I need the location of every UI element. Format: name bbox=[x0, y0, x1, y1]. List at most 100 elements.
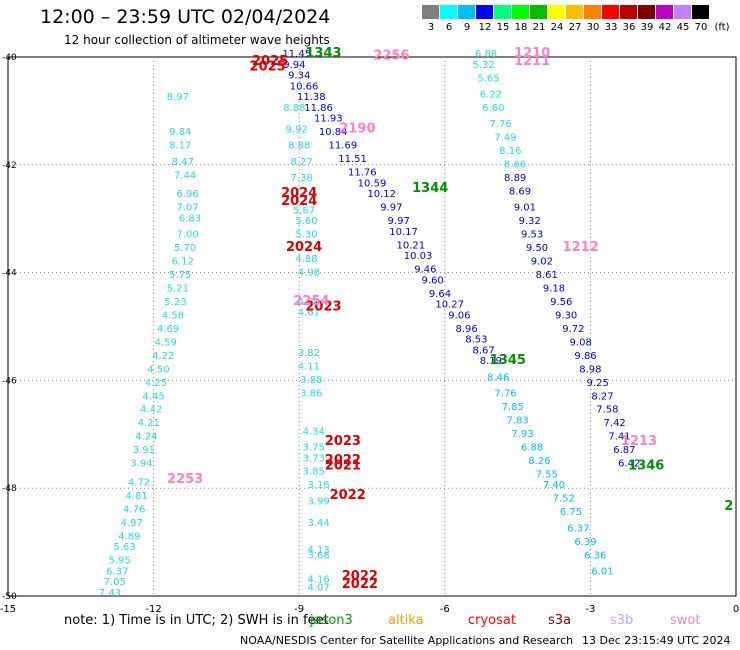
wave-height-point: 9.08 bbox=[570, 337, 592, 348]
wave-height-point: 7.85 bbox=[502, 402, 524, 413]
colorbar-swatch bbox=[548, 5, 566, 19]
wave-height-point: 6.88 bbox=[521, 442, 543, 453]
wave-height-point: 4.21 bbox=[138, 418, 160, 429]
pass-time-label: 2023 bbox=[305, 299, 341, 314]
wave-height-point: 7.83 bbox=[506, 416, 528, 427]
wave-height-point: 3.44 bbox=[307, 518, 329, 529]
wave-height-point: 3.94 bbox=[130, 459, 152, 470]
wave-height-point: 9.84 bbox=[169, 127, 191, 138]
wave-height-point: 9.01 bbox=[514, 203, 536, 214]
wave-height-point: 6.42 bbox=[618, 459, 640, 470]
wave-height-point: 4.25 bbox=[145, 378, 167, 389]
wave-height-point: 4.42 bbox=[140, 405, 162, 416]
colorbar-label: 33 bbox=[604, 22, 618, 33]
colorbar-swatch bbox=[638, 5, 656, 19]
colorbar-swatch bbox=[584, 5, 602, 19]
wave-height-point: 4.16 bbox=[307, 575, 329, 586]
wave-height-point: 4.34 bbox=[303, 426, 325, 437]
plot-frame bbox=[7, 56, 737, 597]
wave-height-point: 4.07 bbox=[307, 583, 329, 594]
wave-height-point: 4.20 bbox=[298, 297, 320, 308]
wave-height-point: 8.89 bbox=[504, 173, 526, 184]
wave-height-point: 8.88 bbox=[283, 103, 305, 114]
wave-height-point: 10.27 bbox=[435, 300, 464, 311]
wave-height-point: 6.01 bbox=[591, 566, 613, 577]
wave-height-point: 8.61 bbox=[536, 270, 558, 281]
wave-height-point: 9.64 bbox=[429, 289, 451, 300]
colorbar-label: 3 bbox=[427, 22, 435, 33]
wave-height-point: 6.12 bbox=[172, 257, 194, 268]
wave-height-point: 10.59 bbox=[358, 178, 387, 189]
wave-height-point: 4.61 bbox=[298, 308, 320, 319]
generated-timestamp: 13 Dec 23:15:49 UTC 2024 bbox=[582, 634, 731, 647]
wave-height-point: 4.88 bbox=[295, 254, 317, 265]
pass-time-label: 1211 bbox=[514, 54, 550, 69]
colorbar-swatch bbox=[422, 5, 440, 19]
pass-time-label: 2022 bbox=[342, 569, 378, 584]
colorbar-label: 42 bbox=[658, 22, 672, 33]
wave-height-point: 7.40 bbox=[543, 480, 565, 491]
wave-height-point: 9.06 bbox=[448, 310, 470, 321]
wave-height-point: 8.27 bbox=[290, 157, 312, 168]
pass-time-label: 1346 bbox=[628, 458, 664, 473]
pass-time-label: 1343 bbox=[305, 46, 341, 61]
wave-height-point: 9.97 bbox=[380, 203, 402, 214]
wave-height-point: 7.49 bbox=[494, 133, 516, 144]
pass-time-label: 2025 bbox=[250, 59, 286, 74]
colorbar-swatch bbox=[476, 5, 494, 19]
wave-height-point: 8.17 bbox=[169, 141, 191, 152]
x-tick-label: -3 bbox=[585, 604, 595, 615]
wave-height-point: 5.30 bbox=[295, 230, 317, 241]
wave-height-point: 9.30 bbox=[555, 310, 577, 321]
wave-height-point: 9.46 bbox=[414, 265, 436, 276]
legend-item-s3a: s3a bbox=[548, 613, 572, 628]
wave-height-point: 9.18 bbox=[543, 283, 565, 294]
wave-height-point: 4.50 bbox=[147, 364, 169, 375]
pass-time-label: 2025 bbox=[252, 54, 288, 69]
wave-height-point: 4.45 bbox=[142, 391, 164, 402]
wave-height-point: 11.86 bbox=[304, 103, 333, 114]
wave-height-point: 6.87 bbox=[613, 445, 635, 456]
wave-height-point: 11.93 bbox=[314, 114, 343, 125]
wave-height-point: 8.53 bbox=[465, 335, 487, 346]
y-tick-label: -40 bbox=[2, 53, 17, 63]
wave-height-point: 4.24 bbox=[135, 432, 157, 443]
wave-height-point: 3.16 bbox=[307, 480, 329, 491]
wave-height-point: 3.88 bbox=[300, 375, 322, 386]
wave-height-point: 6.83 bbox=[179, 213, 201, 224]
y-tick-label: -42 bbox=[2, 161, 17, 171]
wave-height-point: 11.69 bbox=[329, 141, 358, 152]
colorbar-swatch bbox=[512, 5, 530, 19]
pass-time-label: 1212 bbox=[563, 240, 599, 255]
pass-time-label: 2 bbox=[724, 499, 733, 514]
wave-height-point: 4.98 bbox=[298, 267, 320, 278]
wave-height-point: 7.05 bbox=[104, 577, 126, 588]
wave-height-point: 4.89 bbox=[118, 531, 140, 542]
colorbar-swatch bbox=[440, 5, 458, 19]
colorbar-label: 12 bbox=[478, 22, 492, 33]
wave-height-point: 7.76 bbox=[494, 389, 516, 400]
wave-height-point: 9.02 bbox=[531, 257, 553, 268]
pass-time-label: 1344 bbox=[412, 181, 448, 196]
wave-height-point: 5.70 bbox=[174, 243, 196, 254]
pass-time-label: 2023 bbox=[325, 434, 361, 449]
wave-height-point: 5.65 bbox=[477, 73, 499, 84]
x-tick-label: -12 bbox=[145, 604, 161, 615]
wave-height-point: 9.56 bbox=[550, 297, 572, 308]
colorbar-swatch bbox=[692, 5, 710, 19]
wave-height-point: 4.11 bbox=[298, 362, 320, 373]
pass-time-label: 2190 bbox=[339, 121, 375, 136]
wave-height-point: 3.75 bbox=[303, 442, 325, 453]
y-tick-label: -50 bbox=[2, 592, 17, 602]
colorbar-swatch bbox=[620, 5, 638, 19]
wave-height-point: 10.12 bbox=[367, 189, 396, 200]
wave-height-point: 8.88 bbox=[288, 141, 310, 152]
wave-height-point: 3.86 bbox=[300, 389, 322, 400]
wave-height-point: 8.69 bbox=[509, 186, 531, 197]
colorbar-label: 39 bbox=[640, 22, 654, 33]
wave-height-point: 6.75 bbox=[560, 507, 582, 518]
wave-height-point: 8.66 bbox=[504, 159, 526, 170]
wave-height-point: 3.82 bbox=[298, 348, 320, 359]
credit-text: NOAA/NESDIS Center for Satellite Applica… bbox=[240, 634, 574, 647]
